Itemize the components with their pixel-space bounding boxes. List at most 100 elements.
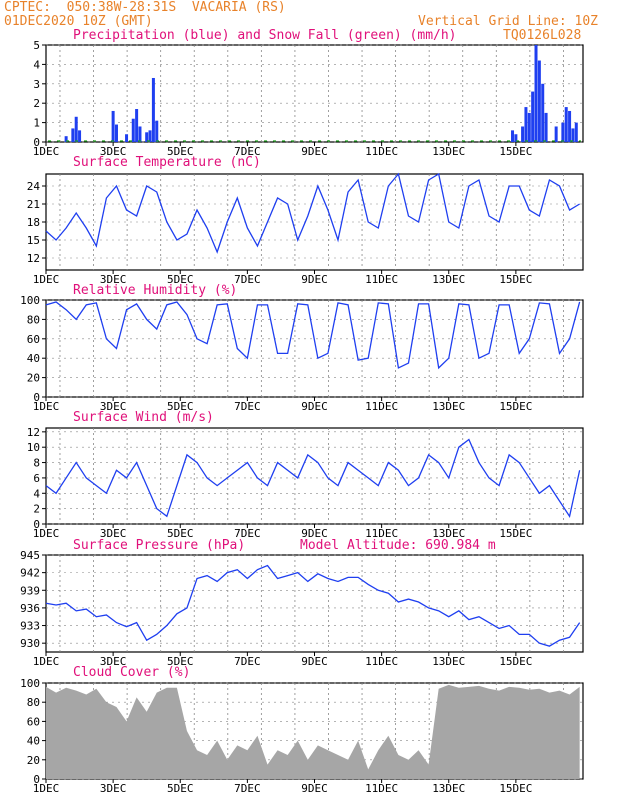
wind-ytick-label: 2 [33, 503, 40, 516]
temp-series-line [45, 172, 580, 254]
cloud-xtick-label: 1DEC [33, 782, 60, 795]
precip-bar [541, 83, 545, 142]
humidity-ytick-label: 40 [27, 352, 40, 365]
cloud-xtick-label: 3DEC [100, 782, 127, 795]
cloud-ytick-label: 0 [33, 773, 40, 786]
cloud-xtick-label: 13DEC [432, 782, 465, 795]
wind-ytick-label: 8 [33, 457, 40, 470]
precip-bar [511, 130, 515, 142]
temp-xtick-label: 5DEC [167, 273, 194, 286]
cloud-ytick-label: 80 [27, 696, 40, 709]
humidity-ytick-label: 20 [27, 372, 40, 385]
wind-ytick-label: 4 [33, 487, 40, 500]
precip-bar [78, 130, 82, 142]
precip-ytick-label: 5 [33, 39, 40, 52]
precip-bar [561, 122, 565, 142]
precip-bar [521, 126, 525, 142]
temp-xtick-label: 1DEC [33, 273, 60, 286]
precip-ytick-label: 2 [33, 97, 40, 110]
wind-xtick-label: 7DEC [234, 527, 261, 540]
pressure-ytick-label: 945 [20, 549, 40, 562]
precip-bar [568, 110, 572, 142]
pressure-ytick-label: 936 [20, 602, 40, 615]
wind-title: Surface Wind (m/s) [73, 410, 214, 425]
pressure-xtick-label: 3DEC [100, 655, 127, 668]
precip-bar [571, 128, 575, 142]
precip-bar [524, 107, 528, 142]
wind-ytick-label: 12 [27, 426, 40, 439]
precip-ytick-label: 4 [33, 58, 40, 71]
humidity-xtick-label: 3DEC [100, 400, 127, 413]
precip-bar [155, 120, 159, 142]
precip-xtick-label: 5DEC [167, 145, 194, 158]
precip-bar [145, 132, 149, 142]
temp-xtick-label: 3DEC [100, 273, 127, 286]
cloud-ytick-label: 20 [27, 754, 40, 767]
precip-bar [135, 109, 139, 142]
humidity-ytick-label: 0 [33, 391, 40, 404]
humidity-ytick-label: 100 [20, 294, 40, 307]
precip-xtick-label: 13DEC [432, 145, 465, 158]
cloud-cover-area [46, 684, 580, 779]
wind-xtick-label: 3DEC [100, 527, 127, 540]
precip-bar [131, 118, 135, 142]
pressure-title: Surface Pressure (hPa) [73, 538, 246, 553]
precip-bar [544, 112, 548, 142]
precip-bar [554, 126, 558, 142]
pressure-xtick-label: 1DEC [33, 655, 60, 668]
temp-xtick-label: 13DEC [432, 273, 465, 286]
temp-ytick-label: 15 [27, 234, 40, 247]
precip-bar [114, 124, 118, 142]
cloud-xtick-label: 11DEC [365, 782, 398, 795]
cloud-ytick-label: 100 [20, 677, 40, 690]
humidity-xtick-label: 11DEC [365, 400, 398, 413]
precip-ytick-label: 1 [33, 117, 40, 130]
pressure-ytick-label: 939 [20, 584, 40, 597]
pressure-xtick-label: 5DEC [167, 655, 194, 668]
wind-xtick-label: 1DEC [33, 527, 60, 540]
pressure-ytick-label: 942 [20, 567, 40, 580]
precip-title: Precipitation (blue) and Snow Fall (gree… [73, 28, 457, 43]
cloud-xtick-label: 7DEC [234, 782, 261, 795]
precip-bar [531, 91, 535, 142]
humidity-ytick-label: 80 [27, 313, 40, 326]
humidity-ytick-label: 60 [27, 333, 40, 346]
humidity-xtick-label: 1DEC [33, 400, 60, 413]
model-code: TQ0126L028 [503, 28, 582, 43]
temp-ytick-label: 12 [27, 252, 40, 265]
grid-note: Vertical Grid Line: 10Z [418, 14, 599, 29]
precip-bar [138, 126, 142, 142]
cloud-xtick-label: 15DEC [499, 782, 532, 795]
humidity-xtick-label: 7DEC [234, 400, 261, 413]
precip-bar [151, 77, 155, 142]
pressure-frame [45, 554, 584, 653]
precip-bar [64, 136, 68, 142]
precip-bar [537, 60, 541, 142]
precip-xtick-label: 15DEC [499, 145, 532, 158]
wind-xtick-label: 11DEC [365, 527, 398, 540]
pressure-xtick-label: 9DEC [301, 655, 328, 668]
precip-bar [527, 112, 531, 142]
precip-bar [564, 107, 568, 142]
wind-xtick-label: 13DEC [432, 527, 465, 540]
precip-xtick-label: 3DEC [100, 145, 127, 158]
cloud-title: Cloud Cover (%) [73, 665, 191, 680]
precip-ytick-label: 3 [33, 78, 40, 91]
temp-xtick-label: 11DEC [365, 273, 398, 286]
precip-bar [74, 116, 78, 142]
precip-bar [125, 134, 129, 142]
wind-xtick-label: 5DEC [167, 527, 194, 540]
temp-title: Surface Temperature (nC) [73, 155, 261, 170]
humidity-xtick-label: 5DEC [167, 400, 194, 413]
pressure-ytick-label: 930 [20, 637, 40, 650]
wind-xtick-label: 15DEC [499, 527, 532, 540]
pressure-xtick-label: 11DEC [365, 655, 398, 668]
precip-ytick-label: 0 [33, 136, 40, 149]
temp-xtick-label: 7DEC [234, 273, 261, 286]
pressure-xtick-label: 15DEC [499, 655, 532, 668]
temp-ytick-label: 21 [27, 198, 40, 211]
wind-xtick-label: 9DEC [301, 527, 328, 540]
cloud-ytick-label: 40 [27, 735, 40, 748]
temp-ytick-label: 18 [27, 216, 40, 229]
